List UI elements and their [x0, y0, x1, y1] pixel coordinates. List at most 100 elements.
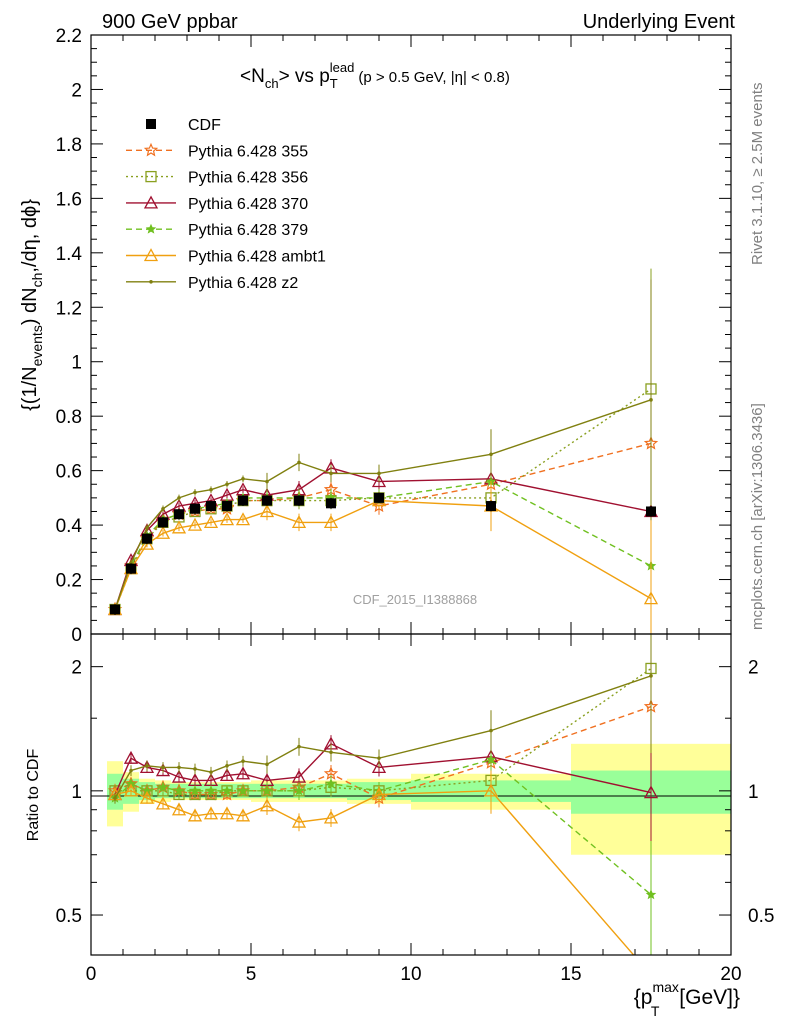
ratio-point [489, 728, 493, 733]
ylabel-events-sub: events [29, 325, 45, 366]
series-point [219, 512, 235, 526]
ratio-point [645, 889, 657, 900]
series-point [643, 591, 659, 605]
data-point [294, 495, 304, 506]
ratio-series-clipped [107, 634, 659, 955]
ratio-y-tick-label-right: 1 [748, 782, 759, 803]
x-axis-label: {pmax T [GeV]} [634, 979, 740, 1019]
xlabel-a: {p [634, 986, 653, 1009]
ratio-point [291, 769, 307, 783]
legend-label: Pythia 6.428 355 [188, 143, 308, 160]
ratio-point [157, 781, 169, 792]
ratio-point [485, 754, 497, 765]
data-point [110, 604, 120, 615]
series-point [225, 482, 229, 487]
ratio-point [145, 764, 149, 768]
title-main: <N [240, 66, 265, 87]
watermark: CDF_2015_I1388868 [353, 592, 477, 607]
ratio-point [261, 785, 273, 796]
ylabel-c: ,/dη, dϕ} [19, 199, 41, 273]
series-point [259, 504, 275, 518]
main-axes: 0 0.2 0.4 0.6 0.8 1 1.2 1.4 1.6 1.8 2 2.2 [56, 26, 732, 646]
series-point [193, 490, 197, 495]
legend-label: Pythia 6.428 379 [188, 222, 308, 239]
series-point [297, 460, 301, 465]
ratio-point [193, 767, 197, 771]
series-point [371, 474, 387, 488]
ratio-point [265, 762, 269, 767]
ratio-y-tick-label: 1 [71, 782, 82, 803]
main-y-tick-label: 1.8 [56, 135, 82, 156]
ratio-y-tick-label-right: 2 [748, 658, 759, 679]
series-point [489, 452, 493, 457]
ratio-point [123, 750, 139, 764]
main-y-tick-label: 2 [71, 80, 82, 101]
rivet-version-text: Rivet 3.1.10, ≥ 2.5M events [749, 83, 766, 266]
ratio-panel: 0.5 0.51 12 20 5 10 15 20 Ratio to CDF {pmax T [… [25, 633, 774, 1019]
series-point [209, 487, 213, 492]
ratio-point [371, 760, 387, 774]
ratio-point [123, 783, 139, 797]
ratio-point [237, 785, 249, 796]
ratio-point [129, 768, 133, 773]
ratio-point [171, 802, 187, 816]
legend-label: Pythia 6.428 370 [188, 196, 308, 213]
data-point [262, 495, 272, 506]
ratio-point [173, 785, 185, 796]
data-point [238, 495, 248, 506]
ratio-point [483, 783, 499, 797]
xlabel-t-sub: T [651, 1003, 660, 1019]
ratio-point [259, 798, 275, 812]
ratio-point [291, 814, 307, 828]
series-point [203, 515, 219, 529]
chart-title: <Nch> vs pTlead(p > 0.5 GeV, |η| < 0.8) [240, 60, 510, 91]
ratio-point [219, 768, 235, 782]
ratio-y-label: Ratio to CDF [25, 749, 42, 842]
ratio-point [209, 770, 213, 774]
ratio-point [155, 796, 171, 810]
ratio-point [371, 787, 387, 801]
ratio-point [293, 785, 305, 796]
ratio-series-group [107, 634, 659, 955]
ratio-point [189, 785, 201, 796]
xlabel-max-sup: max [652, 979, 678, 995]
x-tick-label: 20 [720, 964, 741, 985]
data-point [646, 506, 656, 517]
data-point [206, 501, 216, 512]
series-point [177, 496, 181, 500]
x-tick-label: 5 [246, 964, 257, 985]
data-point [174, 509, 184, 520]
data-point [486, 501, 496, 512]
ratio-y-tick-label: 2 [71, 658, 82, 679]
data-point [142, 533, 152, 544]
series-point [187, 517, 203, 531]
series-point [161, 506, 165, 511]
main-y-tick-label: 0.8 [56, 407, 82, 428]
main-y-tick-label: 1 [71, 353, 82, 374]
ratio-point [377, 756, 381, 760]
ylabel-ch-sub: ch [29, 273, 45, 288]
ratio-point [155, 763, 171, 777]
legend-label: Pythia 6.428 356 [188, 170, 308, 187]
main-frame [90, 34, 732, 635]
ratio-point [219, 786, 235, 801]
legend-label: Pythia 6.428 z2 [188, 275, 298, 292]
ratio-point [219, 806, 235, 820]
ratio-point [235, 766, 251, 780]
legend-marker [149, 280, 153, 284]
ratio-point [113, 796, 117, 800]
ratio-point [241, 759, 245, 763]
ratio-point [329, 750, 333, 755]
legend-marker [146, 119, 156, 129]
main-y-tick-label: 0.2 [56, 571, 82, 592]
ratio-point [323, 810, 339, 824]
ratio-point [221, 785, 233, 796]
ratio-point [225, 764, 229, 768]
ratio-point [187, 808, 203, 822]
ratio-point [203, 806, 219, 820]
title-cuts: (p > 0.5 GeV, |η| < 0.8) [358, 69, 510, 86]
ratio-axes: 0.5 0.51 12 20 5 10 15 20 [56, 634, 774, 985]
series-point [265, 479, 269, 484]
main-y-tick-label: 0.6 [56, 462, 82, 483]
